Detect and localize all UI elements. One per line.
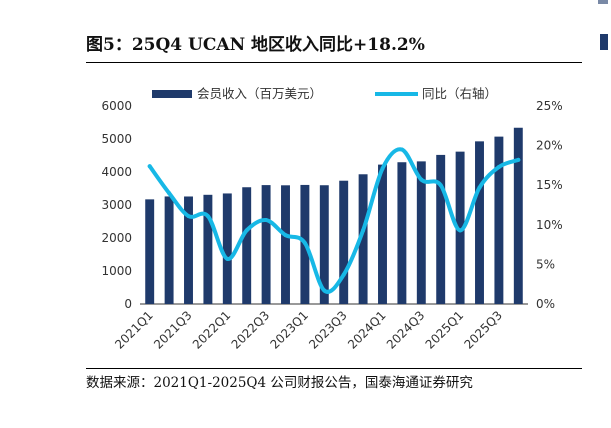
bar <box>475 141 484 304</box>
x-tick-label: 2021Q3 <box>151 308 195 352</box>
y-left-tick-label: 0 <box>124 297 132 311</box>
bar <box>416 161 426 304</box>
adjacent-page-mark <box>598 0 608 4</box>
y-left-tick-label: 5000 <box>101 132 132 146</box>
x-tick-label: 2024Q1 <box>345 308 389 352</box>
chart-axes: 0 1000 2000 3000 4000 5000 6000 0% 5% 10% 15% 20% 25… <box>101 99 562 311</box>
yoy-point <box>477 185 482 190</box>
yoy-point <box>516 157 521 162</box>
y-right-tick-label: 20% <box>536 139 563 153</box>
yoy-point <box>205 214 210 219</box>
y-right-tick-label: 10% <box>536 218 563 232</box>
bar <box>358 174 368 304</box>
bar <box>242 187 252 304</box>
x-tick-label: 2023Q3 <box>306 308 350 352</box>
yoy-point <box>225 256 230 261</box>
yoy-point <box>361 228 366 233</box>
yoy-point <box>322 288 327 293</box>
y-right-tick-label: 0% <box>536 297 555 311</box>
bar <box>339 180 349 304</box>
bar-series <box>145 127 523 304</box>
yoy-point <box>419 177 424 182</box>
legend-bar-swatch <box>152 90 192 98</box>
title-divider <box>86 62 582 63</box>
yoy-point <box>283 233 288 238</box>
yoy-point <box>458 228 463 233</box>
bar <box>145 199 155 304</box>
legend-bar-label: 会员收入（百万美元） <box>197 86 322 101</box>
bar <box>455 151 465 304</box>
yoy-point <box>167 191 172 196</box>
bar <box>261 185 271 304</box>
yoy-growth-line <box>147 147 521 294</box>
source-divider <box>86 368 582 369</box>
x-tick-label: 2024Q3 <box>384 308 428 352</box>
x-tick-label: 2025Q1 <box>423 308 467 352</box>
x-axis-ticks: 2021Q12021Q32022Q12022Q32023Q12023Q32024… <box>112 308 505 352</box>
bar <box>513 127 523 304</box>
x-tick-label: 2023Q1 <box>267 308 311 352</box>
yoy-point <box>438 183 443 188</box>
y-right-tick-label: 15% <box>536 178 563 192</box>
bar <box>378 164 387 304</box>
bar <box>436 154 446 304</box>
y-left-tick-label: 3000 <box>101 198 132 212</box>
chart-legend: 会员收入（百万美元） 同比（右轴） <box>152 86 497 101</box>
line-series <box>147 147 521 294</box>
source-note: 数据来源：2021Q1-2025Q4 公司财报公告，国泰海通证券研究 <box>86 375 473 391</box>
legend-line-label: 同比（右轴） <box>422 86 497 101</box>
bar <box>397 162 407 304</box>
bar <box>494 136 504 304</box>
bar <box>319 185 329 304</box>
yoy-point <box>186 214 191 219</box>
x-tick-label: 2022Q1 <box>190 308 234 352</box>
bar <box>203 194 213 304</box>
yoy-point <box>399 147 404 152</box>
adjacent-page-marker <box>600 34 608 50</box>
yoy-point <box>380 166 385 171</box>
yoy-point <box>302 241 307 246</box>
chart-title: 图5：25Q4 UCAN 地区收入同比+18.2% <box>86 35 425 55</box>
y-left-tick-label: 6000 <box>101 99 132 113</box>
bar <box>222 193 232 304</box>
yoy-point <box>244 228 249 233</box>
bar <box>281 185 290 304</box>
bar <box>184 196 193 304</box>
yoy-point <box>496 164 501 169</box>
bar <box>164 196 174 304</box>
y-left-tick-label: 2000 <box>101 231 132 245</box>
x-tick-label: 2025Q3 <box>461 308 505 352</box>
y-left-tick-label: 4000 <box>101 165 132 179</box>
yoy-point <box>147 164 152 169</box>
x-tick-label: 2021Q1 <box>112 308 156 352</box>
y-right-tick-label: 5% <box>536 257 555 271</box>
yoy-point <box>264 218 269 223</box>
y-right-tick-label: 25% <box>536 99 563 113</box>
x-tick-label: 2022Q3 <box>229 308 273 352</box>
yoy-point <box>341 272 346 277</box>
y-left-tick-label: 1000 <box>101 264 132 278</box>
